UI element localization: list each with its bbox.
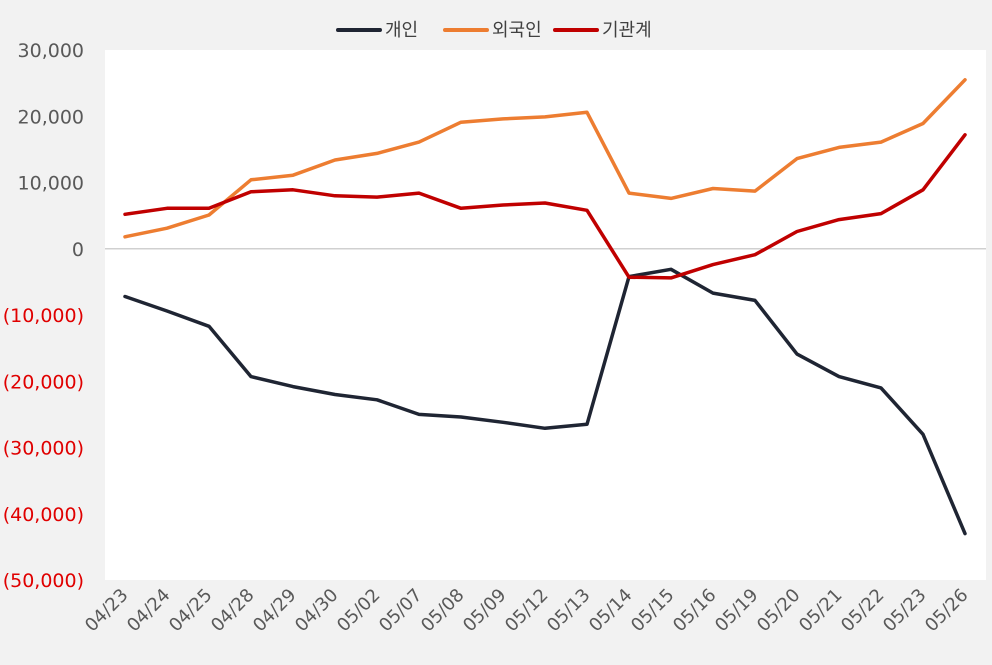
series-line-1	[123, 267, 967, 536]
y-tick-label: 10,000	[18, 173, 84, 195]
x-tick-label: 05/09	[459, 585, 511, 637]
series-line-3	[123, 133, 967, 280]
x-tick-label: 05/16	[669, 585, 721, 637]
series-line-2	[123, 78, 967, 239]
x-tick-label: 04/29	[249, 585, 301, 637]
x-tick-label: 05/08	[417, 585, 469, 637]
legend-label: 개인	[385, 20, 418, 41]
x-tick-label: 04/25	[165, 585, 217, 637]
y-tick-label: 20,000	[18, 106, 84, 128]
y-tick-label: (40,000)	[3, 504, 84, 526]
x-tick-label: 04/30	[291, 585, 343, 637]
plot-area	[105, 50, 986, 580]
series-layer	[123, 78, 967, 536]
x-tick-label: 05/12	[501, 585, 553, 637]
x-tick-label: 05/20	[753, 585, 805, 637]
y-tick-label: 30,000	[18, 40, 84, 62]
x-tick-label: 04/28	[207, 585, 259, 637]
y-tick-label: (30,000)	[3, 438, 84, 460]
x-tick-label: 05/14	[585, 585, 637, 637]
x-tick-label: 05/07	[375, 585, 427, 637]
x-tick-label: 05/15	[627, 585, 679, 637]
x-axis: 04/2304/2404/2504/2804/2904/3005/0205/07…	[81, 585, 973, 637]
y-tick-label: (10,000)	[3, 305, 84, 327]
legend-label: 외국인	[492, 20, 542, 41]
x-tick-label: 05/21	[795, 585, 847, 637]
x-tick-label: 05/26	[921, 585, 973, 637]
legend: 개인 외국인 기관계	[336, 20, 652, 41]
y-tick-label: (50,000)	[3, 570, 84, 592]
x-tick-label: 05/19	[711, 585, 763, 637]
x-tick-label: 04/24	[123, 585, 175, 637]
x-tick-label: 04/23	[81, 585, 133, 637]
y-axis: 30,000 20,000 10,000 0 (10,000) (20,000) (30,0…	[3, 40, 986, 592]
x-tick-label: 05/02	[333, 585, 385, 637]
x-tick-label: 05/23	[879, 585, 931, 637]
y-tick-label: (20,000)	[3, 371, 84, 393]
y-tick-label: 0	[72, 239, 84, 261]
x-tick-label: 05/13	[543, 585, 595, 637]
legend-label: 기관계	[602, 20, 652, 41]
x-tick-label: 05/22	[837, 585, 889, 637]
